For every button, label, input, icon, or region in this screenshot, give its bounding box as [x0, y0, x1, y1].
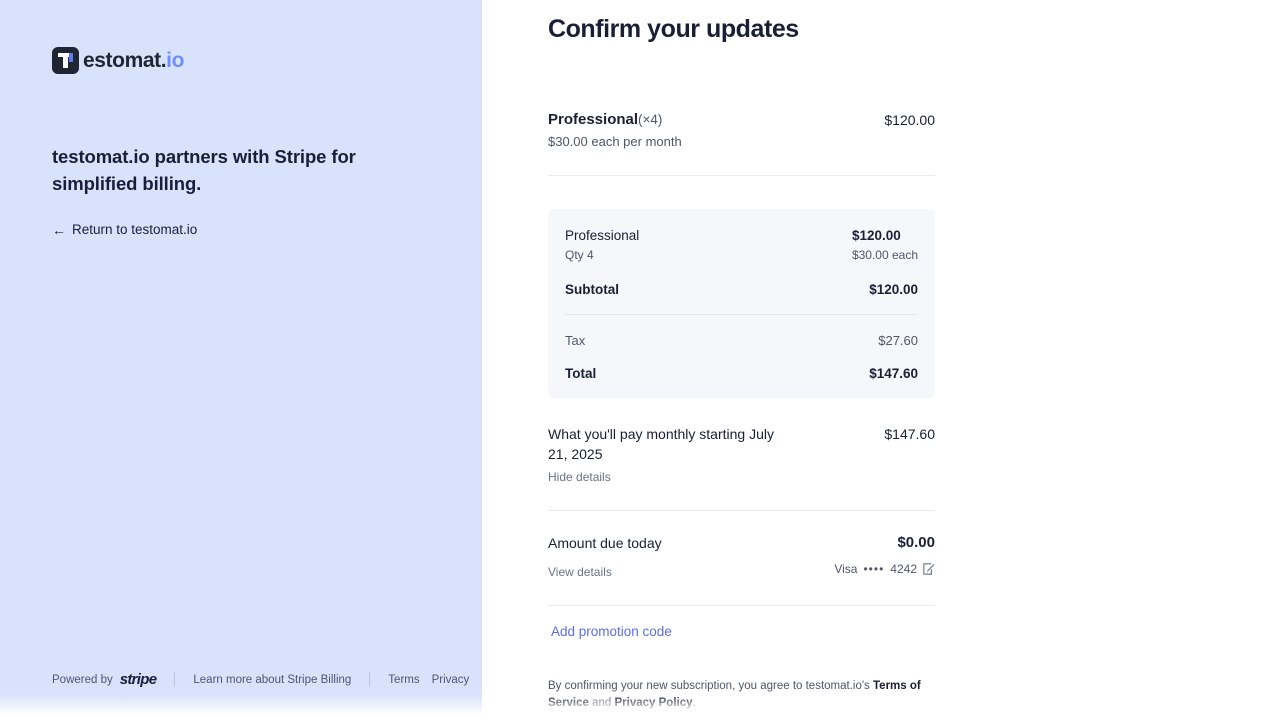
powered-by-stripe[interactable]: Powered by stripe	[52, 671, 157, 688]
footer-divider-1	[174, 672, 176, 687]
footer-mini-links: Terms Privacy	[388, 674, 469, 686]
summary-item-row: Professional Qty 4 $120.00 $30.00 each	[565, 227, 918, 263]
return-link-label: Return to testomat.io	[72, 222, 198, 237]
payment-method-brand: Visa	[834, 562, 858, 576]
summary-subtotal-row: Subtotal $120.00	[565, 282, 918, 297]
footer-bar: Powered by stripe Learn more about Strip…	[52, 671, 469, 688]
add-promotion-code-link[interactable]: Add promotion code	[551, 624, 672, 639]
tax-label: Tax	[565, 333, 586, 348]
plan-line-text: Professional(×4) $30.00 each per month	[548, 110, 682, 150]
arrow-left-icon: ←	[52, 222, 66, 238]
footer-divider-2	[369, 672, 371, 687]
divider-after-monthly	[548, 510, 935, 511]
brand-panel: estomat.io testomat.io partners with Str…	[0, 0, 482, 720]
plan-line-item: Professional(×4) $30.00 each per month $…	[548, 110, 935, 150]
legal-disclaimer: By confirming your new subscription, you…	[548, 678, 935, 712]
checkout-panel: Confirm your updates Professional(×4) $3…	[482, 0, 1280, 720]
summary-item-left: Professional Qty 4	[565, 227, 639, 263]
tax-amount: $27.60	[878, 333, 918, 348]
plan-quantity: (×4)	[638, 112, 663, 127]
view-details-link[interactable]: View details	[548, 565, 612, 579]
brand-wordmark: estomat.io	[83, 47, 184, 74]
payment-method-last4: 4242	[890, 562, 917, 576]
amount-due-value: $0.00	[897, 534, 935, 551]
powered-by-label: Powered by	[52, 673, 113, 686]
partner-headline: testomat.io partners with Stripe for sim…	[52, 146, 356, 194]
summary-total-row: Total $147.60	[565, 366, 918, 381]
brand-wordmark-dark: estomat.	[83, 49, 167, 72]
subtotal-label: Subtotal	[565, 282, 619, 297]
payment-method-summary[interactable]: Visa •••• 4242	[834, 562, 935, 576]
divider-after-plan	[548, 175, 935, 176]
amount-due-subrow: View details Visa •••• 4242	[548, 559, 935, 579]
order-summary-card: Professional Qty 4 $120.00 $30.00 each S…	[548, 209, 935, 398]
brand-logo[interactable]: estomat.io	[52, 47, 184, 74]
plan-name: Professional	[548, 111, 639, 128]
privacy-policy-link[interactable]: Privacy Policy	[614, 697, 693, 709]
payment-method-mask: ••••	[863, 562, 885, 576]
privacy-link[interactable]: Privacy	[431, 673, 470, 686]
stripe-wordmark: stripe	[119, 671, 157, 688]
amount-due-row: Amount due today $0.00	[548, 533, 935, 553]
total-amount: $147.60	[869, 366, 918, 381]
summary-item-amount: $120.00	[851, 228, 901, 243]
summary-item-qty: Qty 4	[565, 248, 594, 262]
summary-item-name: Professional	[565, 228, 640, 243]
summary-item-unit-price: $30.00 each	[851, 248, 918, 262]
subtotal-amount: $120.00	[869, 282, 918, 297]
brand-wordmark-accent: io	[166, 49, 185, 72]
summary-card-divider	[565, 314, 918, 315]
page-title: Confirm your updates	[548, 15, 799, 43]
monthly-charge-amount: $147.60	[884, 426, 935, 442]
edit-pencil-icon[interactable]	[923, 563, 935, 575]
left-panel-bottom-fade	[0, 694, 482, 720]
legal-prefix: By confirming your new subscription, you…	[548, 680, 873, 692]
plan-amount: $120.00	[884, 112, 935, 128]
amount-due-today-block: Amount due today $0.00 View details Visa…	[548, 533, 935, 579]
hide-details-link[interactable]: Hide details	[548, 470, 611, 484]
monthly-charge-row: What you'll pay monthly starting July 21…	[548, 424, 935, 464]
summary-tax-row: Tax $27.60	[565, 333, 918, 348]
plan-unit-description: $30.00 each per month	[548, 134, 682, 149]
terms-link[interactable]: Terms	[388, 673, 420, 686]
monthly-charge-label: What you'll pay monthly starting July 21…	[548, 426, 774, 462]
checkout-content: Confirm your updates Professional(×4) $3…	[548, 0, 935, 720]
amount-due-label: Amount due today	[548, 535, 662, 551]
legal-suffix: .	[692, 697, 696, 709]
total-label: Total	[565, 366, 597, 381]
monthly-charge-block: What you'll pay monthly starting July 21…	[548, 424, 935, 486]
divider-after-due	[548, 605, 935, 606]
summary-item-right: $120.00 $30.00 each	[852, 227, 918, 263]
return-to-testomat-link[interactable]: ← Return to testomat.io	[52, 221, 197, 239]
testomat-logo-icon	[52, 47, 79, 74]
learn-more-link[interactable]: Learn more about Stripe Billing	[193, 673, 352, 686]
plan-name-row: Professional(×4)	[548, 110, 682, 130]
legal-middle: and	[588, 697, 615, 709]
